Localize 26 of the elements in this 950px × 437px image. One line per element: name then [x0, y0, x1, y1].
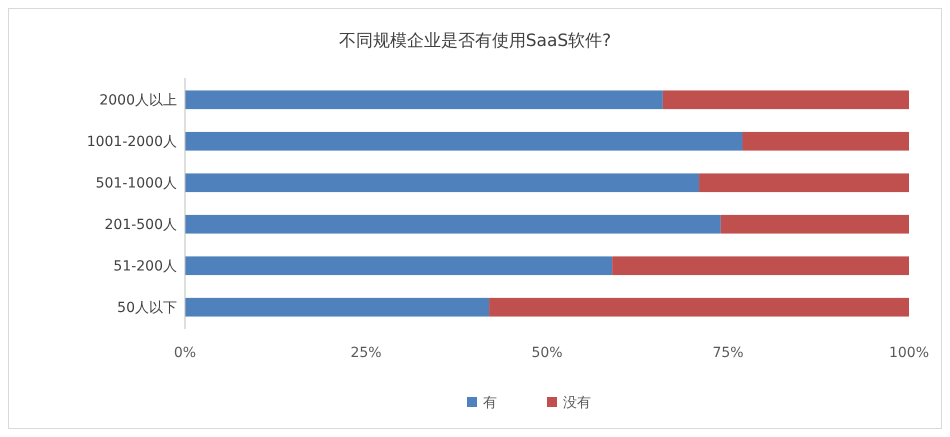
y-tick-label: 51-200人	[113, 258, 177, 275]
y-tick-label: 501-1000人	[96, 176, 177, 192]
x-tick-label: 75%	[712, 345, 744, 361]
x-tick-label: 50%	[531, 345, 563, 361]
bar	[612, 256, 909, 276]
y-tick-label: 201-500人	[104, 217, 177, 234]
legend-label: 有	[483, 395, 497, 411]
legend-label: 没有	[563, 395, 591, 411]
bar	[720, 214, 909, 234]
bar	[185, 132, 742, 151]
bar	[489, 298, 909, 317]
bar	[742, 132, 909, 151]
chart-title: 不同规模企业是否有使用SaaS软件?	[338, 31, 612, 51]
bar	[699, 173, 909, 192]
bar	[185, 214, 721, 234]
x-tick-label: 25%	[350, 345, 382, 361]
x-tick-label: 100%	[888, 345, 930, 361]
bar	[185, 173, 700, 192]
y-tick-label: 2000人以上	[99, 92, 177, 109]
x-tick-label: 0%	[174, 345, 196, 361]
bar	[185, 298, 490, 317]
bar	[662, 90, 909, 110]
bar	[185, 90, 663, 110]
y-tick-label: 50人以下	[117, 300, 177, 316]
y-tick-label: 1001-2000人	[86, 134, 177, 150]
bar	[185, 256, 612, 276]
